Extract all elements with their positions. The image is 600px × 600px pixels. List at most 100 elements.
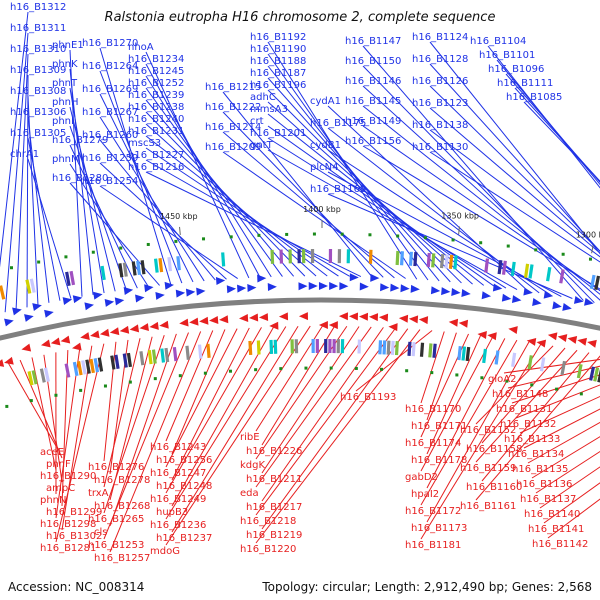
reverse-leader-line [519, 395, 600, 434]
outer-feature-block [297, 249, 301, 264]
forward-gene-label: h16_B1308 [10, 86, 66, 97]
forward-leader-line [362, 65, 595, 304]
outer-feature-block [545, 266, 552, 282]
forward-gene-label: h16_B1245 [128, 66, 184, 77]
forward-gene-arrow [492, 283, 503, 292]
forward-gene-arrow [461, 289, 471, 297]
outer-feature-block [523, 263, 530, 278]
tick-label: 1350 kbp [441, 212, 479, 221]
inner-marker [329, 366, 333, 370]
forward-gene-label: h16_B1128 [412, 54, 468, 65]
inner-feature-block [432, 343, 437, 358]
forward-gene-arrow [135, 294, 145, 303]
inner-marker [128, 380, 132, 384]
reverse-gene-arrow [199, 316, 209, 325]
forward-gene-arrow [543, 290, 554, 299]
inner-feature-block [97, 357, 104, 372]
inner-feature-block [85, 359, 91, 374]
reverse-leader-line [531, 436, 600, 479]
reverse-gene-arrow [318, 321, 328, 330]
outer-feature-block [65, 271, 71, 287]
forward-gene-label: h16_B1150 [345, 56, 401, 67]
forward-gene-label: h16_B1234 [128, 54, 184, 65]
forward-gene-arrow [123, 287, 134, 295]
reverse-gene-label: h16_B1247 [150, 468, 206, 479]
inner-feature-block [340, 339, 345, 354]
reverse-gene-arrow [159, 320, 169, 329]
reverse-gene-label: hupB3 [156, 507, 188, 518]
reverse-gene-arrow [80, 332, 90, 340]
forward-gene-label: h16_B1187 [250, 68, 306, 79]
inner-feature-block [328, 339, 332, 354]
forward-leader-line [429, 129, 600, 258]
reverse-leader-line [103, 338, 141, 488]
forward-leader-line [429, 107, 600, 254]
reverse-gene-arrow [119, 325, 130, 334]
reverse-gene-label: h16_B1248 [156, 481, 212, 492]
inner-feature-block [382, 340, 387, 355]
reverse-leader-line [420, 331, 445, 404]
inner-feature-block [576, 363, 583, 379]
inner-feature-block [81, 360, 87, 375]
forward-gene-arrow [573, 296, 584, 304]
outer-feature-block [528, 264, 534, 279]
outer-feature-block [368, 249, 373, 264]
forward-gene-label: h16_B1196 [250, 80, 306, 91]
reverse-leader-line [109, 333, 177, 527]
reverse-gene-arrow [388, 323, 398, 332]
inner-marker [178, 374, 182, 378]
forward-leader-line [327, 171, 562, 297]
inner-feature-block [76, 360, 83, 376]
reverse-gene-label: kdgK [240, 460, 265, 471]
outer-marker [202, 237, 206, 241]
inner-marker [279, 367, 283, 371]
forward-gene-label: h16_B1126 [412, 76, 468, 87]
reverse-gene-label: h16_B1226 [246, 446, 302, 457]
outer-feature-block [399, 251, 404, 266]
reverse-leader-line [171, 327, 250, 481]
reverse-gene-arrow [269, 321, 279, 330]
reverse-leader-line [420, 343, 542, 540]
forward-gene-label: h16_B1188 [250, 56, 306, 67]
reverse-gene-label: cls [94, 527, 108, 538]
reverse-gene-arrow [0, 359, 5, 367]
reverse-gene-label: mdoG [150, 546, 180, 557]
reverse-leader-line [481, 352, 590, 482]
forward-leader-line [4, 32, 29, 313]
forward-gene-label: h16_B1240 [128, 114, 184, 125]
reverse-gene-arrow [298, 312, 308, 321]
reverse-gene-label: h16_B1140 [524, 509, 580, 520]
reverse-gene-arrow [418, 316, 429, 325]
reverse-gene-label: h16_B1159 [460, 463, 516, 474]
reverse-gene-label: h16_B1161 [460, 501, 516, 512]
reverse-gene-arrow [72, 342, 82, 351]
reverse-gene-label: trxA [88, 488, 109, 499]
reverse-gene-label: h16_B1219 [246, 530, 302, 541]
forward-gene-label: h16_B1145 [345, 96, 401, 107]
outer-marker [91, 250, 95, 254]
forward-leader-line [222, 151, 406, 279]
reverse-gene-arrow [557, 334, 568, 343]
reverse-gene-label: h16_B1278 [94, 475, 150, 486]
outer-feature-block [69, 270, 76, 286]
inner-feature-block [457, 345, 462, 361]
forward-leader-line [523, 101, 600, 183]
reverse-leader-line [539, 466, 600, 509]
forward-leader-line [145, 123, 317, 277]
reverse-leader-line [535, 450, 600, 494]
forward-gene-arrow [318, 281, 328, 290]
reverse-leader-line [527, 421, 600, 464]
outer-feature-block [122, 262, 128, 277]
reverse-gene-label: h16_B1148 [492, 389, 548, 400]
inner-feature-block [122, 353, 128, 368]
reverse-gene-label: h16_B1268 [94, 501, 150, 512]
forward-gene-label: h16_B1311 [10, 23, 66, 34]
inner-feature-block [110, 355, 116, 370]
reverse-leader-line [420, 339, 518, 506]
outer-marker [119, 246, 123, 250]
forward-gene-arrow [247, 283, 257, 292]
forward-gene-arrow [390, 283, 400, 292]
reverse-gene-label: h16_B1132 [500, 419, 556, 430]
outer-marker [588, 257, 592, 261]
